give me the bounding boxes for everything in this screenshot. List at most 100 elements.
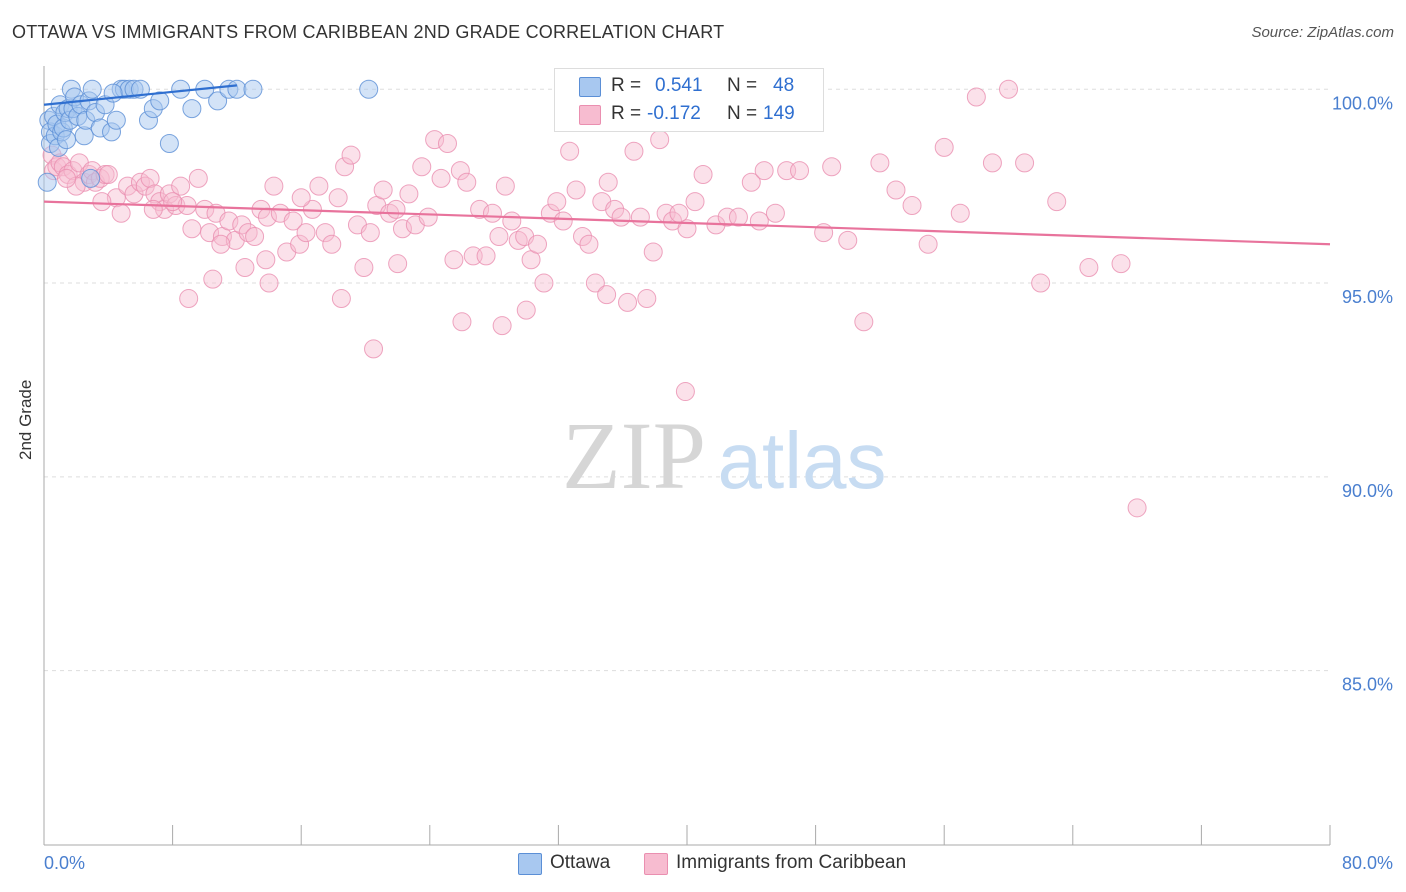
scatter-chart: ZIP atlas 85.0%90.0%95.0%100.0%0.0% 80.0% bbox=[0, 0, 1406, 892]
carib-point bbox=[529, 235, 547, 253]
carib-point bbox=[631, 208, 649, 226]
carib-point bbox=[503, 212, 521, 230]
carib-point bbox=[823, 158, 841, 176]
legend-row-carib: R = -0.172 N = 149 bbox=[555, 101, 823, 129]
ottawa-point bbox=[172, 80, 190, 98]
carib-point bbox=[567, 181, 585, 199]
watermark-zip: ZIP bbox=[562, 402, 706, 509]
carib-point bbox=[387, 200, 405, 218]
carib-point bbox=[599, 173, 617, 191]
carib-point bbox=[919, 235, 937, 253]
carib-point bbox=[189, 169, 207, 187]
carib-point bbox=[297, 224, 315, 242]
carib-point bbox=[260, 274, 278, 292]
carib-point bbox=[419, 208, 437, 226]
carib-point bbox=[413, 158, 431, 176]
carib-point bbox=[951, 204, 969, 222]
carib-point bbox=[903, 197, 921, 215]
carib-point bbox=[1032, 274, 1050, 292]
carib-point bbox=[554, 212, 572, 230]
bottom-carib-label: Immigrants from Caribbean bbox=[676, 852, 906, 874]
carib-point bbox=[432, 169, 450, 187]
carib-point bbox=[676, 383, 694, 401]
carib-point bbox=[99, 166, 117, 184]
carib-point bbox=[180, 290, 198, 308]
carib-n-label: N = bbox=[727, 103, 757, 125]
carib-point bbox=[490, 228, 508, 246]
watermark: ZIP atlas bbox=[562, 402, 886, 509]
carib-point bbox=[750, 212, 768, 230]
ottawa-n-value: 48 bbox=[773, 75, 794, 97]
carib-point bbox=[766, 204, 784, 222]
carib-point bbox=[374, 181, 392, 199]
correlation-legend: R = 0.541 N = 48 R = -0.172 N = 149 bbox=[554, 68, 824, 132]
carib-point bbox=[871, 154, 889, 172]
carib-n-value: 149 bbox=[763, 103, 795, 125]
carib-point bbox=[651, 131, 669, 149]
carib-point bbox=[438, 135, 456, 153]
carib-point bbox=[1048, 193, 1066, 211]
carib-point bbox=[517, 301, 535, 319]
ottawa-point bbox=[183, 100, 201, 118]
carib-point bbox=[625, 142, 643, 160]
carib-point bbox=[598, 286, 616, 304]
ottawa-n-label: N = bbox=[727, 75, 757, 97]
carib-point bbox=[1000, 80, 1018, 98]
y-axis-label: 2nd Grade bbox=[16, 380, 36, 460]
ottawa-point bbox=[244, 80, 262, 98]
carib-point bbox=[855, 313, 873, 331]
carib-r-value: -0.172 bbox=[647, 103, 701, 125]
carib-point bbox=[355, 259, 373, 277]
y-tick-label: 100.0% bbox=[1332, 93, 1393, 113]
carib-point bbox=[453, 313, 471, 331]
ottawa-point bbox=[38, 173, 56, 191]
carib-point bbox=[694, 166, 712, 184]
carib-point bbox=[483, 204, 501, 222]
carib-point bbox=[58, 169, 76, 187]
ottawa-point bbox=[82, 169, 100, 187]
carib-point bbox=[548, 193, 566, 211]
carib-point bbox=[1112, 255, 1130, 273]
watermark-atlas: atlas bbox=[718, 416, 887, 505]
carib-point bbox=[1016, 154, 1034, 172]
carib-point bbox=[580, 235, 598, 253]
x-tick-label: 0.0% bbox=[44, 853, 85, 873]
carib-point bbox=[561, 142, 579, 160]
ottawa-point bbox=[360, 80, 378, 98]
carib-point bbox=[212, 235, 230, 253]
carib-point bbox=[755, 162, 773, 180]
carib-point bbox=[1128, 499, 1146, 517]
carib-point bbox=[496, 177, 514, 195]
carib-point bbox=[612, 208, 630, 226]
gridlines bbox=[44, 89, 1330, 670]
carib-point bbox=[619, 293, 637, 311]
carib-point bbox=[246, 228, 264, 246]
carib-point bbox=[183, 220, 201, 238]
ottawa-r-label: R = bbox=[611, 75, 641, 97]
carib-point bbox=[638, 290, 656, 308]
ottawa-point bbox=[58, 131, 76, 149]
carib-r-label: R = bbox=[611, 103, 641, 125]
carib-point bbox=[400, 185, 418, 203]
carib-point bbox=[365, 340, 383, 358]
carib-point bbox=[93, 193, 111, 211]
ottawa-r-value: 0.541 bbox=[655, 75, 703, 97]
y-tick-label: 95.0% bbox=[1342, 287, 1393, 307]
carib-point bbox=[310, 177, 328, 195]
ottawa-point bbox=[83, 80, 101, 98]
y-tick-label: 90.0% bbox=[1342, 481, 1393, 501]
bottom-ottawa-label: Ottawa bbox=[550, 852, 610, 874]
carib-point bbox=[112, 204, 130, 222]
carib-point bbox=[644, 243, 662, 261]
carib-point bbox=[935, 138, 953, 156]
carib-point bbox=[839, 231, 857, 249]
carib-point bbox=[791, 162, 809, 180]
carib-point bbox=[967, 88, 985, 106]
carib-point bbox=[361, 224, 379, 242]
carib-point bbox=[257, 251, 275, 269]
ottawa-points bbox=[38, 80, 378, 191]
bottom-carib-swatch bbox=[644, 853, 668, 875]
legend-row-ottawa: R = 0.541 N = 48 bbox=[555, 73, 823, 101]
carib-point bbox=[493, 317, 511, 335]
ottawa-point bbox=[107, 111, 125, 129]
